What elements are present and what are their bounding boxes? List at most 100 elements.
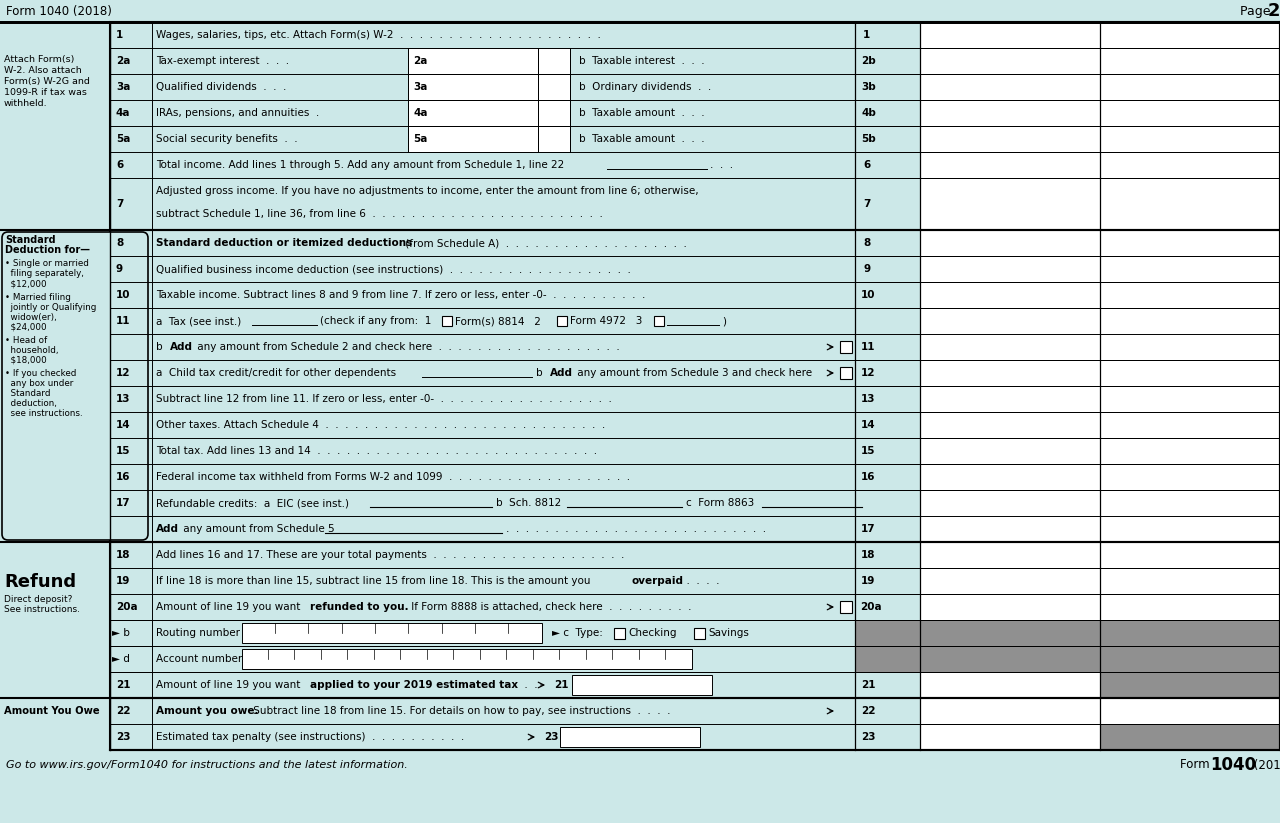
Text: Add: Add [170, 342, 193, 352]
Text: 21: 21 [861, 680, 876, 690]
Bar [855, 74, 920, 100]
Bar [1100, 308, 1280, 360]
Text: IRAs, pensions, and annuities  .: IRAs, pensions, and annuities . [156, 108, 319, 118]
Bar [538, 126, 570, 152]
Bar [855, 672, 920, 698]
Bar [920, 308, 1100, 360]
Bar [920, 360, 1100, 386]
Text: 14: 14 [116, 420, 131, 430]
Text: Taxable income. Subtract lines 8 and 9 from line 7. If zero or less, enter -0-  : Taxable income. Subtract lines 8 and 9 f… [156, 290, 645, 300]
Text: 18: 18 [116, 550, 131, 560]
Bar [855, 48, 920, 74]
Bar [920, 568, 1100, 594]
Text: Amount of line 19 you want: Amount of line 19 you want [156, 602, 303, 612]
Text: Qualified business income deduction (see instructions)  .  .  .  .  .  .  .  .  : Qualified business income deduction (see… [156, 264, 631, 274]
Text: Routing number: Routing number [156, 628, 241, 638]
Bar [920, 412, 1100, 438]
Text: 3b: 3b [861, 82, 876, 92]
Bar [1100, 74, 1280, 100]
Text: 15: 15 [116, 446, 131, 456]
Bar [0, 698, 110, 750]
Bar [408, 74, 538, 100]
Text: Direct deposit?: Direct deposit? [4, 596, 73, 605]
Text: • Head of: • Head of [5, 336, 47, 345]
Text: Deduction for—: Deduction for— [5, 245, 90, 255]
Text: Form(s) 8814   2: Form(s) 8814 2 [454, 316, 544, 326]
Bar [1100, 438, 1280, 464]
Text: 23: 23 [544, 732, 558, 742]
Text: Savings: Savings [708, 628, 749, 638]
Bar [1100, 724, 1280, 750]
Text: Tax-exempt interest  .  .  .: Tax-exempt interest . . . [156, 56, 289, 66]
Bar [855, 152, 920, 178]
Text: 10: 10 [861, 290, 876, 300]
Bar [920, 490, 1100, 542]
Text: any amount from Schedule 5: any amount from Schedule 5 [180, 524, 334, 534]
Text: Total tax. Add lines 13 and 14  .  .  .  .  .  .  .  .  .  .  .  .  .  .  .  .  : Total tax. Add lines 13 and 14 . . . . .… [156, 446, 598, 456]
Text: .  .  .  .: . . . . [680, 576, 719, 586]
Bar [855, 22, 920, 48]
Text: 20a: 20a [860, 602, 882, 612]
Bar [1100, 568, 1280, 594]
FancyBboxPatch shape [3, 232, 148, 540]
Bar [920, 256, 1100, 282]
Bar [538, 74, 570, 100]
Bar [1100, 126, 1280, 152]
Text: Qualified dividends  .  .  .: Qualified dividends . . . [156, 82, 287, 92]
Text: 14: 14 [861, 420, 876, 430]
Text: 11: 11 [861, 342, 876, 352]
Text: Form(s) W-2G and: Form(s) W-2G and [4, 77, 90, 86]
Text: Standard: Standard [5, 235, 55, 245]
Text: 21: 21 [116, 680, 131, 690]
Text: 16: 16 [116, 472, 131, 482]
Bar [920, 152, 1100, 178]
Text: • Married filing: • Married filing [5, 292, 70, 301]
Text: 23: 23 [861, 732, 876, 742]
Bar [855, 386, 920, 412]
Text: filing separately,: filing separately, [5, 269, 84, 278]
Bar [920, 698, 1100, 724]
Bar [920, 594, 1100, 620]
Bar [920, 74, 1100, 100]
Bar [855, 438, 920, 464]
Text: refunded to you.: refunded to you. [310, 602, 408, 612]
Text: Total income. Add lines 1 through 5. Add any amount from Schedule 1, line 22: Total income. Add lines 1 through 5. Add… [156, 160, 564, 170]
Text: see instructions.: see instructions. [5, 408, 83, 417]
Text: 1: 1 [863, 30, 870, 40]
Text: $12,000: $12,000 [5, 280, 46, 289]
Bar [110, 620, 855, 646]
Bar [408, 100, 538, 126]
Text: (2018): (2018) [1251, 759, 1280, 771]
Bar [855, 490, 920, 542]
Text: ): ) [722, 316, 726, 326]
Text: (check if any from:  1: (check if any from: 1 [320, 316, 435, 326]
Bar [1100, 464, 1280, 490]
Text: 7: 7 [863, 199, 870, 209]
Text: • If you checked: • If you checked [5, 369, 77, 378]
Text: Form 1040 (2018): Form 1040 (2018) [6, 4, 111, 17]
Text: 22: 22 [861, 706, 876, 716]
Bar [855, 542, 920, 568]
Bar [920, 178, 1100, 230]
Text: Amount You Owe: Amount You Owe [4, 706, 100, 716]
Bar [1100, 178, 1280, 230]
Bar [0, 48, 110, 152]
Bar [1100, 22, 1280, 48]
Text: Refundable credits:  a  EIC (see inst.): Refundable credits: a EIC (see inst.) [156, 498, 349, 508]
Text: Wages, salaries, tips, etc. Attach Form(s) W-2  .  .  .  .  .  .  .  .  .  .  . : Wages, salaries, tips, etc. Attach Form(… [156, 30, 600, 40]
Bar [694, 628, 705, 639]
Text: Standard deduction or itemized deductions: Standard deduction or itemized deduction… [156, 238, 412, 248]
Bar [110, 646, 855, 672]
Bar [920, 48, 1100, 74]
Text: 3a: 3a [116, 82, 131, 92]
Text: withheld.: withheld. [4, 99, 47, 108]
Text: 5a: 5a [413, 134, 428, 144]
Text: 4a: 4a [413, 108, 428, 118]
Text: 3a: 3a [413, 82, 428, 92]
Bar [408, 126, 538, 152]
Text: Form: Form [1180, 759, 1213, 771]
Bar [855, 568, 920, 594]
Text: 16: 16 [861, 472, 876, 482]
Text: 13: 13 [116, 394, 131, 404]
Bar [0, 0, 1280, 22]
